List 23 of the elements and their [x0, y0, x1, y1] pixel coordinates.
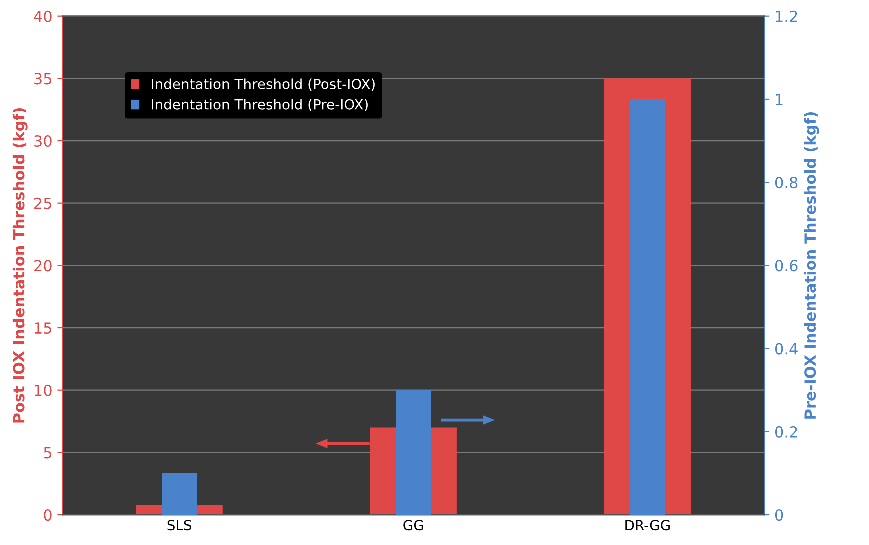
y-tick-label: 35 [34, 73, 52, 85]
y2-tick-label: 1.2 [776, 10, 798, 22]
y-tick-label: 5 [44, 447, 52, 459]
x-tick-label: SLS [168, 520, 192, 531]
legend-label: Indentation Threshold (Pre-IOX) [152, 99, 368, 112]
y2-tick-label: 1 [776, 94, 783, 106]
y2-tick-label: 0.4 [775, 343, 798, 355]
y2-tick-label: 0.8 [775, 177, 798, 189]
y2-tick-label: 0 [775, 509, 784, 522]
y-tick-label: 20 [34, 260, 52, 272]
legend-label: Indentation Threshold (Post-IOX) [152, 78, 375, 92]
y-tick-label: 0 [44, 509, 52, 522]
y-tick-label: 40 [34, 10, 52, 22]
y-tick-label: 15 [35, 322, 52, 334]
y2-tick-label: 0.2 [775, 426, 798, 438]
y-axis-title: Post IOX Indentation Threshold (kgf) [12, 108, 28, 423]
x-tick-label: GG [404, 520, 424, 531]
y-tick-label: 25 [34, 198, 52, 210]
y-tick-label: 30 [34, 135, 52, 148]
y-tick-label: 10 [35, 384, 52, 396]
y2-axis-title: Pre-IOX Indentation Threshold (kgf) [804, 112, 820, 419]
y2-tick-label: 0.6 [775, 260, 798, 272]
x-tick-label: DR-GG [626, 520, 670, 531]
